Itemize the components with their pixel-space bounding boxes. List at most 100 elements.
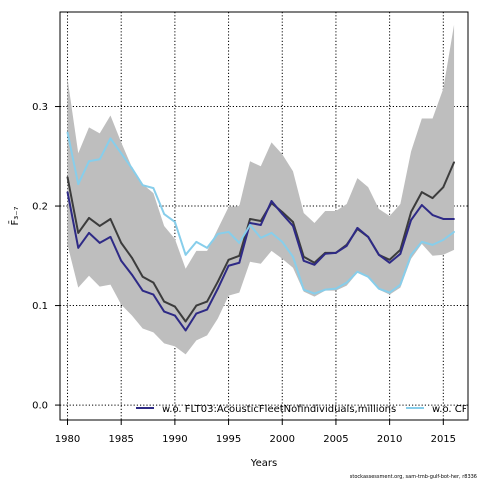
series-2-point [453,218,455,220]
series-2-point [270,200,273,202]
series-3-point [335,287,337,290]
series-2-point [388,261,391,264]
series-3-point [345,281,348,284]
series-2-point [163,310,166,313]
x-tick-label: 1980 [55,434,80,445]
series-2-point [216,287,219,290]
axes: 1980 1985 1990 1995 2000 2005 2010 2015 0.0 0.1 0.… [32,102,456,445]
series-3-point [88,160,90,163]
series-3-point [420,240,423,243]
series-1-point [420,191,423,194]
series-2-point [324,252,327,255]
series-2-point [152,293,155,296]
series-2-point [399,252,402,255]
footer-credit: stockassessment.org, sam-tmb-gulf-bot-he… [350,474,477,480]
series-3-point [152,187,155,190]
series-3-point [281,240,284,243]
series-1-point [141,275,144,278]
series-2-point [420,204,423,206]
series-1-point [109,218,112,220]
series-3-point [131,167,133,170]
series-3-point [227,231,230,233]
series-2-point [442,218,445,220]
series-1-point [66,176,69,179]
series-3-point [410,253,412,256]
x-axis-title: Years [250,458,277,469]
series-1-point [442,186,445,189]
series-3-point [98,158,101,161]
series-3-point [173,221,176,223]
series-1-point [388,258,391,261]
x-tick-label: 2005 [323,434,348,445]
series-2-point [227,264,230,267]
series-2-point [302,259,305,262]
series-2-point [259,224,262,226]
x-tick-label: 1995 [216,434,241,445]
x-tick-label: 1990 [162,434,187,445]
series-3-point [66,131,69,134]
series-1-point [259,220,262,222]
series-2-point [292,225,294,227]
legend: w.o. FLT03:AcousticFleetNofindividuals,m… [136,404,466,415]
series-3-point [216,233,219,235]
series-2-point [281,213,284,215]
series-3-point [206,246,208,249]
series-2-point [206,308,208,311]
series-1-point [131,256,133,259]
series-1-point [431,197,434,199]
series-2-point [367,235,370,238]
series-1-point [120,241,123,244]
series-3-point [141,184,144,187]
series-3-point [377,287,380,290]
y-tick-label: 0.3 [32,102,48,113]
series-2-point [313,263,316,266]
y-axis-title: F̄₃₋₇ [8,206,21,225]
series-2-point [410,219,412,221]
series-2-point [335,251,337,254]
series-3-point [163,213,166,215]
series-2-point [98,241,101,244]
series-1-point [184,320,187,323]
series-2-point [238,261,241,264]
series-3-point [442,238,445,241]
series-3-point [249,224,251,226]
series-1-point [453,161,455,164]
series-2-point [88,232,90,234]
series-3-point [453,231,455,233]
series-2-point [77,246,80,249]
series-3-point [302,288,305,291]
y-tick-label: 0.1 [32,301,48,312]
series-3-point [292,255,294,258]
series-1-point [206,300,208,303]
series-1-point [195,304,198,307]
series-3-point [77,183,80,186]
series-3-point [259,236,262,239]
series-1-point [249,218,251,220]
series-1-point [98,225,101,227]
series-2-point [120,259,123,262]
series-3-point [431,243,434,246]
series-1-point [173,305,176,308]
y-tick-label: 0.0 [32,401,48,412]
series-1-point [77,232,80,234]
x-tick-label: 2000 [270,434,295,445]
series-1-point [152,281,155,284]
series-1-point [88,217,90,219]
series-1-point [238,254,241,257]
series-3-point [367,275,370,278]
series-1-point [227,258,230,261]
series-3-point [399,283,402,286]
series-1-point [410,211,412,213]
series-2-point [195,312,198,315]
series-2-point [184,329,187,332]
series-layer [66,131,455,332]
series-3-point [324,288,327,291]
x-tick-label: 1985 [108,434,133,445]
plot-frame [59,11,469,421]
confidence-band-layer [67,24,455,355]
series-2-point [356,227,359,229]
x-tick-label: 2015 [431,434,456,445]
series-1-point [292,221,294,223]
series-2-point [249,222,251,224]
